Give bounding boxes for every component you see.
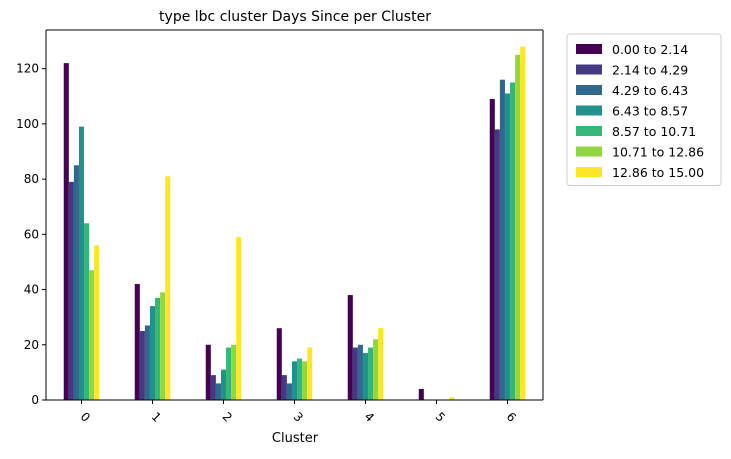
bar — [347, 295, 353, 400]
bar — [418, 388, 424, 400]
bar — [68, 181, 74, 400]
x-tick-label: 1 — [149, 410, 164, 425]
bar — [352, 347, 358, 400]
y-tick-label: 80 — [24, 172, 39, 186]
y-tick-label: 20 — [24, 338, 39, 352]
x-tick-label: 3 — [291, 410, 306, 425]
x-tick-label: 2 — [220, 410, 235, 425]
bar — [210, 375, 216, 400]
x-tick-label: 5 — [433, 410, 448, 425]
bar — [134, 284, 140, 400]
legend-swatch — [576, 126, 602, 136]
bar — [149, 306, 156, 400]
bar — [286, 383, 292, 400]
bar — [84, 223, 90, 400]
legend-swatch — [576, 146, 602, 157]
bar — [368, 347, 374, 400]
legend-label: 0.00 to 2.14 — [612, 42, 688, 57]
bar — [78, 126, 85, 400]
bar — [160, 292, 166, 400]
legend-swatch — [576, 167, 602, 177]
bar — [226, 347, 232, 400]
bar — [73, 165, 79, 400]
bar — [139, 330, 145, 400]
y-tick-label: 120 — [16, 62, 39, 76]
legend-label: 12.86 to 15.00 — [612, 165, 704, 180]
bar — [307, 347, 313, 400]
bar — [494, 129, 500, 400]
bar — [291, 361, 298, 400]
bar — [281, 375, 287, 400]
x-tick-label: 6 — [504, 410, 519, 425]
bar — [373, 339, 379, 400]
x-axis-label: Cluster — [272, 431, 319, 446]
legend-swatch — [576, 105, 602, 116]
legend-label: 2.14 to 4.29 — [612, 63, 688, 78]
legend-label: 6.43 to 8.57 — [612, 104, 688, 119]
bar — [63, 63, 69, 400]
bar — [215, 383, 221, 400]
y-tick-label: 40 — [24, 283, 39, 297]
legend-swatch — [576, 64, 602, 75]
bar — [504, 93, 511, 400]
legend-label: 4.29 to 6.43 — [612, 83, 688, 98]
bar — [510, 82, 516, 401]
bar — [362, 353, 369, 400]
plot-area: 0 20 40 60 80 100 120 0 1 2 3 4 5 6 — [16, 29, 544, 425]
bar — [94, 245, 100, 400]
bar — [449, 397, 455, 400]
legend-swatch — [576, 44, 602, 54]
bar — [165, 176, 171, 400]
legend-label: 8.57 to 10.71 — [612, 124, 696, 139]
bar — [489, 99, 495, 400]
bar — [220, 369, 227, 400]
bar — [144, 325, 150, 400]
legend-swatch — [576, 85, 602, 95]
bar — [297, 358, 303, 400]
bar — [236, 237, 242, 400]
y-tick-label: 60 — [24, 227, 39, 241]
bar — [231, 344, 237, 400]
x-tick-label: 4 — [362, 410, 377, 425]
bar — [499, 79, 505, 400]
y-tick-label: 0 — [31, 393, 39, 407]
bar — [357, 344, 363, 400]
legend-box — [566, 33, 722, 186]
bar — [302, 361, 308, 400]
bar — [515, 54, 521, 400]
bar — [89, 270, 95, 400]
bar — [520, 46, 526, 400]
x-tick-label: 0 — [78, 410, 93, 425]
bar — [276, 328, 282, 400]
bar — [205, 344, 211, 400]
bar — [155, 297, 161, 400]
legend-label: 10.71 to 12.86 — [612, 145, 704, 160]
chart-title: type lbc cluster Days Since per Cluster — [159, 9, 431, 25]
legend: 0.00 to 2.14 2.14 to 4.29 4.29 to 6.43 6.43… — [566, 33, 722, 186]
y-tick-label: 100 — [16, 117, 39, 131]
bar — [378, 328, 384, 400]
